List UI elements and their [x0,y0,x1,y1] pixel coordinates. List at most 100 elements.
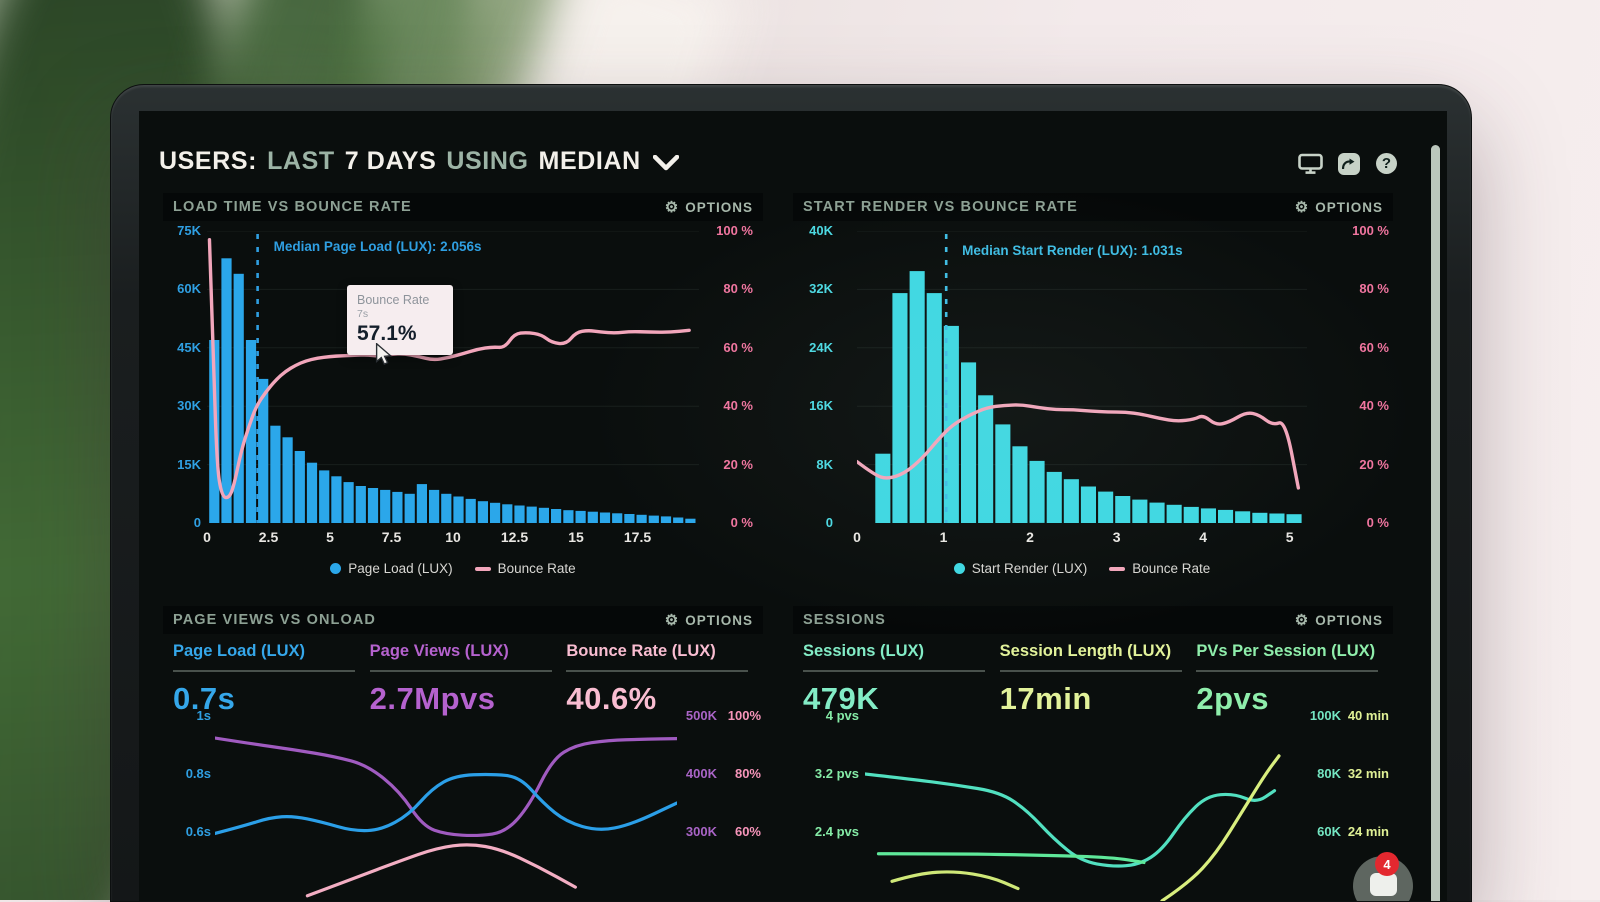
axis-tick: 4 pvs [826,708,859,723]
axis-tick: 500K [686,708,717,723]
axis-tick: 40K [793,224,833,238]
panel-start-render-vs-bounce-rate: START RENDER VS BOUNCE RATE ⚙︎OPTIONS 40… [793,193,1393,589]
axis-tick: 12.5 [501,529,528,545]
notification-badge: 4 [1375,852,1399,876]
axis-tick: 60K [163,282,201,296]
title-part: MEDIAN [539,147,641,176]
mouse-cursor [375,343,392,365]
axis-tick: 0 % [1343,516,1389,530]
axis-tick: 0.8s [186,766,211,781]
help-icon[interactable]: ? [1374,151,1399,176]
axis-tick: 45K [163,341,201,355]
axis-tick: 4 [1199,529,1207,545]
axis-tick: 1s [197,708,211,723]
axis-tick: 0 [793,516,833,530]
hover-tooltip: Bounce Rate 7s 57.1% [347,285,453,355]
axis-tick: 15K [163,458,201,472]
mini-axis-right-pct: 100%80%60% [725,706,761,901]
axis-tick: 60 % [707,341,753,355]
mini-axis-left: 4 pvs 3.2 pvs 2.4 pvs [805,706,859,901]
legend-dash [475,567,491,571]
legend-dot [330,563,341,574]
axis-tick: 20 % [1343,458,1389,472]
monitor-icon[interactable] [1298,151,1323,176]
pageviews-onload-lines [215,706,677,901]
y-axis-right: 100 %80 %60 %40 %20 %0 % [1343,224,1389,530]
options-button[interactable]: ⚙︎OPTIONS [665,198,753,216]
axis-tick: 0 % [707,516,753,530]
axis-tick: 80 % [707,282,753,296]
axis-tick: 20 % [707,458,753,472]
axis-tick: 60K [1317,824,1341,839]
axis-tick: 80 % [1343,282,1389,296]
axis-tick: 2.5 [259,529,278,545]
axis-tick: 40 % [707,399,753,413]
legend-dash [1109,567,1125,571]
axis-tick: 0.6s [186,824,211,839]
axis-tick: 0 [853,529,861,545]
axis-tick: 400K [686,766,717,781]
dashboard-title-dropdown[interactable]: USERS: LAST 7 DAYS USING MEDIAN [159,143,679,179]
axis-tick: 0 [203,529,211,545]
legend-dot [954,563,965,574]
chat-icon [1370,873,1397,896]
axis-tick: 32 min [1348,766,1389,781]
title-part: 7 DAYS [345,147,437,176]
panel-title: PAGE VIEWS VS ONLOAD [173,612,376,628]
axis-tick: 7.5 [382,529,401,545]
title-part: USERS: [159,147,257,176]
axis-tick: 8K [793,458,833,472]
title-part: LAST [267,147,335,176]
axis-tick: 75K [163,224,201,238]
title-part: USING [446,147,528,176]
sessions-chart-plot[interactable] [865,706,1315,901]
gear-icon: ⚙︎ [665,611,679,629]
axis-tick: 60% [735,824,761,839]
axis-tick: 10 [445,529,461,545]
panel-title: START RENDER VS BOUNCE RATE [803,199,1078,215]
axis-tick: 60 % [1343,341,1389,355]
options-button[interactable]: ⚙︎OPTIONS [1295,611,1383,629]
axis-tick: 2.4 pvs [815,824,859,839]
axis-tick: 32K [793,282,833,296]
axis-tick: 40 min [1348,708,1389,723]
axis-tick: 100 % [707,224,753,238]
axis-tick: 40 % [1343,399,1389,413]
axis-tick: 3 [1113,529,1121,545]
options-button[interactable]: ⚙︎OPTIONS [1295,198,1383,216]
laptop-bezel: USERS: LAST 7 DAYS USING MEDIAN [110,84,1472,902]
median-annotation: Median Page Load (LUX): 2.056s [274,239,482,254]
axis-tick: 15 [568,529,584,545]
chart-legend: Page Load (LUX) Bounce Rate [207,561,699,576]
axis-tick: 0 [163,516,201,530]
options-button[interactable]: ⚙︎OPTIONS [665,611,753,629]
scrollbar[interactable] [1431,145,1440,901]
axis-tick: 2 [1026,529,1034,545]
dashboard-screen: USERS: LAST 7 DAYS USING MEDIAN [139,111,1447,901]
chart-legend: Start Render (LUX) Bounce Rate [857,561,1307,576]
axis-tick: 24K [793,341,833,355]
pageviews-onload-chart-plot[interactable] [215,706,677,901]
axis-tick: 17.5 [624,529,651,545]
axis-tick: 3.2 pvs [815,766,859,781]
axis-tick: 300K [686,824,717,839]
axis-tick: 80K [1317,766,1341,781]
gear-icon: ⚙︎ [1295,198,1309,216]
sessions-lines [865,706,1315,901]
axis-tick: 100K [1310,708,1341,723]
axis-tick: 5 [1286,529,1294,545]
axis-tick: 1 [940,529,948,545]
panel-page-views-vs-onload: PAGE VIEWS VS ONLOAD ⚙︎OPTIONS Page Load… [163,606,763,901]
mini-axis-left: 1s 0.8s 0.6s [171,706,211,901]
axis-tick: 80% [735,766,761,781]
share-icon[interactable] [1336,151,1361,176]
mini-axis-right-k: 100K 80K 60K [1293,706,1341,901]
gear-icon: ⚙︎ [1295,611,1309,629]
panel-sessions: SESSIONS ⚙︎OPTIONS Sessions (LUX) 479K S… [793,606,1393,901]
